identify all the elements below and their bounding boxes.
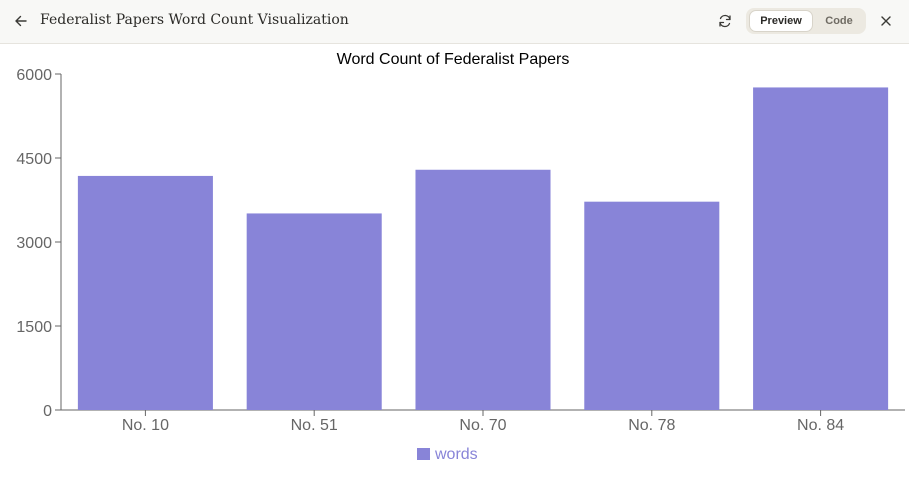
y-tick-label: 3000 <box>16 235 52 252</box>
window-title: Federalist Papers Word Count Visualizati… <box>40 12 349 28</box>
close-icon <box>881 16 891 26</box>
top-bar: Federalist Papers Word Count Visualizati… <box>0 0 909 44</box>
x-tick-label: No. 84 <box>797 417 844 434</box>
bar <box>246 213 382 410</box>
bar <box>415 169 551 410</box>
view-toggle: Preview Code <box>746 8 866 34</box>
refresh-icon <box>719 14 731 28</box>
y-tick-label: 4500 <box>16 151 52 168</box>
bar-chart: Word Count of Federalist Papers 0 1500 300… <box>16 51 905 463</box>
y-tick-label: 6000 <box>16 67 52 84</box>
chart-title: Word Count of Federalist Papers <box>337 51 570 68</box>
bar <box>584 201 720 410</box>
legend-label: words <box>434 446 478 463</box>
legend-swatch <box>417 448 430 460</box>
x-tick-label: No. 51 <box>291 417 338 434</box>
tab-preview[interactable]: Preview <box>749 10 813 32</box>
refresh-button[interactable] <box>714 10 736 32</box>
y-tick-label: 0 <box>43 403 52 420</box>
back-button[interactable] <box>10 10 32 32</box>
x-tick-label: No. 78 <box>628 417 675 434</box>
x-tick-label: No. 70 <box>459 417 506 434</box>
bar <box>77 175 213 410</box>
close-button[interactable] <box>875 10 897 32</box>
y-tick-label: 1500 <box>16 319 52 336</box>
x-tick-label: No. 10 <box>122 417 169 434</box>
arrow-left-icon <box>15 15 27 27</box>
bar <box>753 87 889 410</box>
tab-code[interactable]: Code <box>825 15 853 27</box>
